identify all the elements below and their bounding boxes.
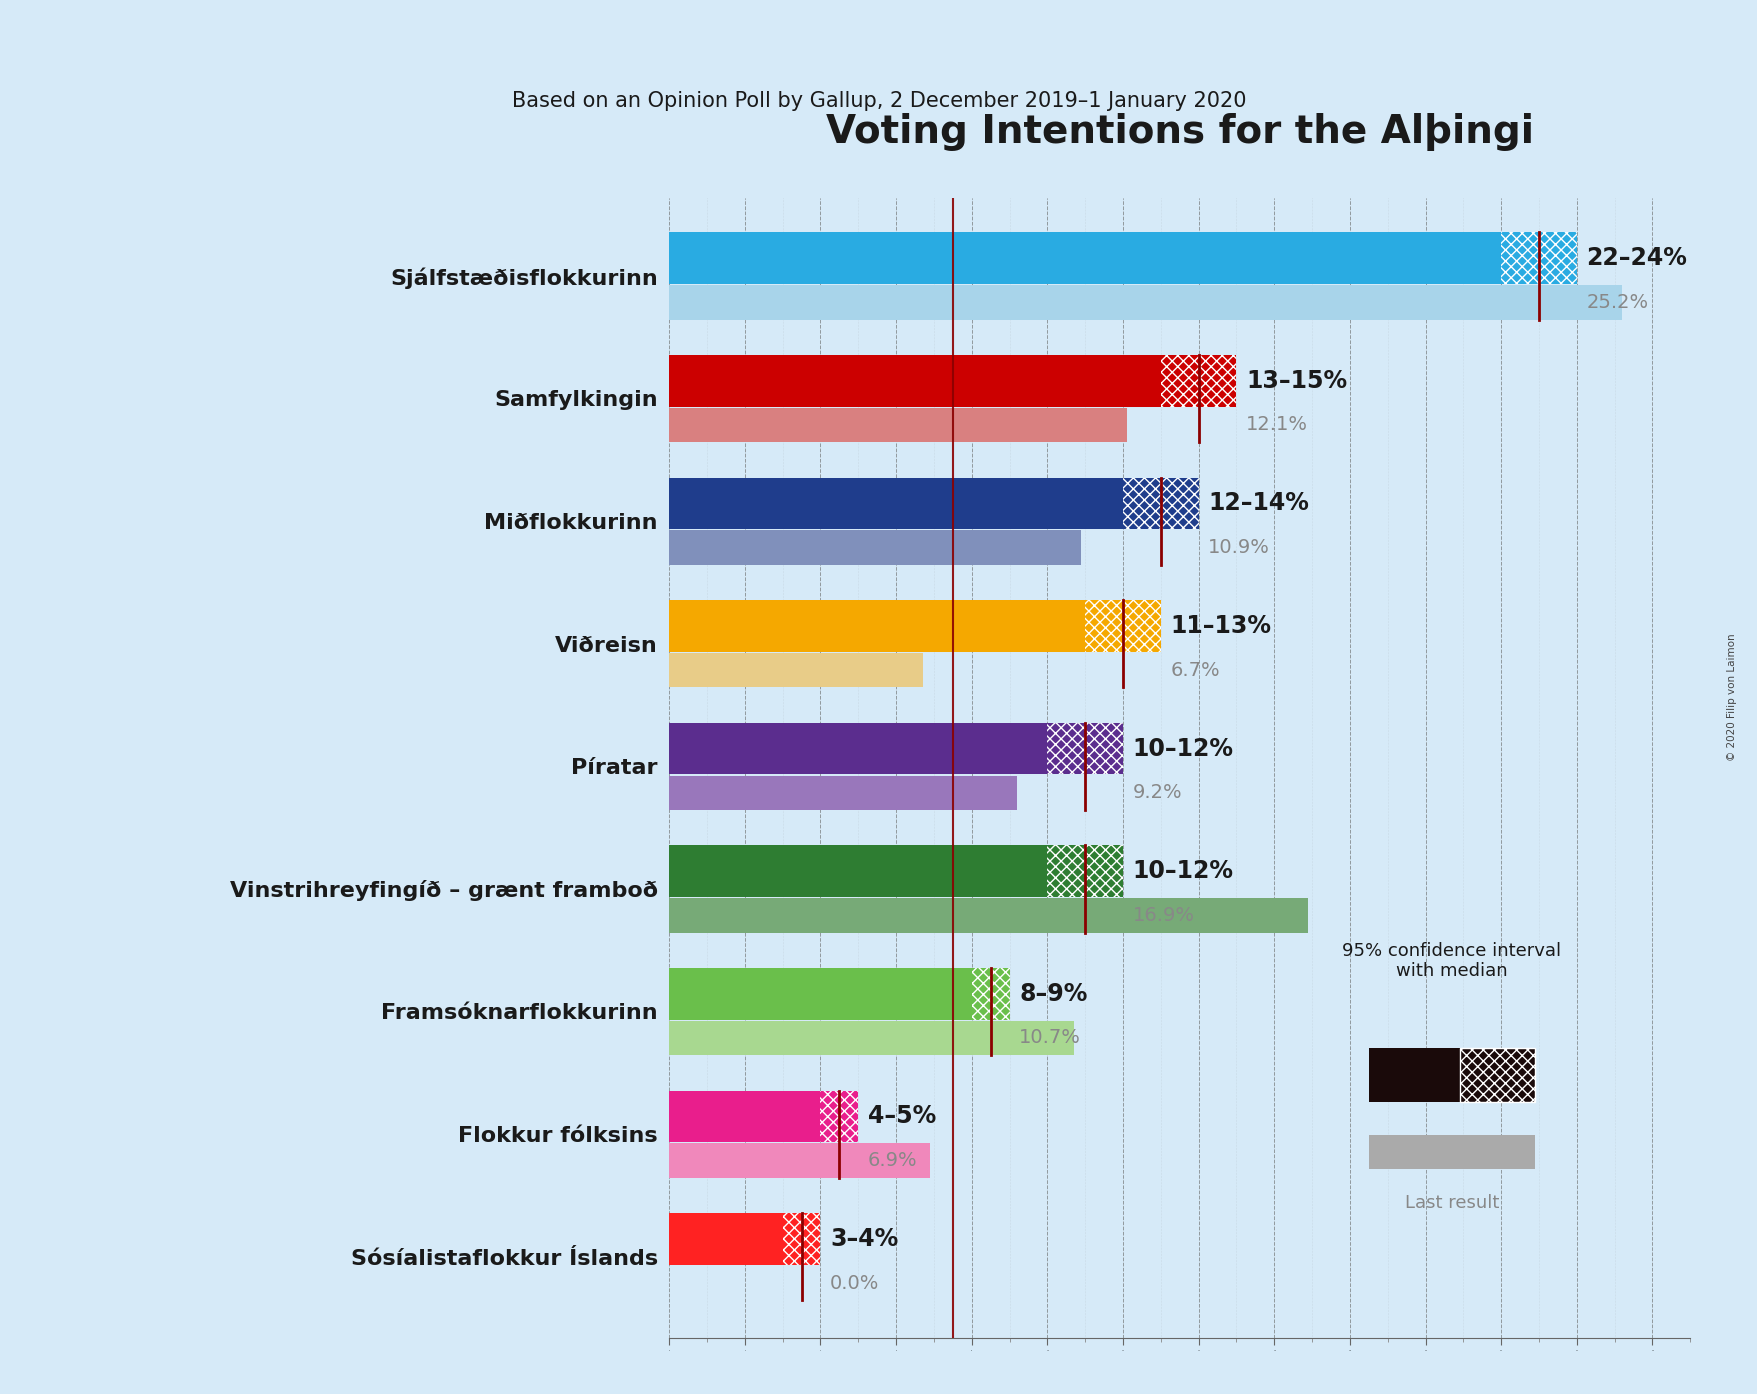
Bar	[669, 898, 1307, 933]
Bar	[669, 723, 1047, 774]
Text: 95% confidence interval
with median: 95% confidence interval with median	[1342, 941, 1560, 980]
Text: Flokkur fólksins: Flokkur fólksins	[459, 1126, 657, 1146]
Text: 9.2%: 9.2%	[1132, 783, 1181, 802]
Bar	[669, 478, 1123, 530]
Bar	[669, 1020, 1074, 1055]
Bar	[1500, 233, 1576, 284]
Bar	[669, 530, 1081, 565]
Bar	[669, 286, 1622, 319]
Text: 10–12%: 10–12%	[1132, 736, 1233, 761]
Text: Sósíalistaflokkur Íslands: Sósíalistaflokkur Íslands	[351, 1249, 657, 1269]
Bar	[669, 1090, 821, 1142]
Text: 12.1%: 12.1%	[1246, 415, 1307, 435]
Text: 16.9%: 16.9%	[1132, 906, 1193, 924]
Bar	[1369, 1048, 1458, 1101]
Text: © 2020 Filip von Laimon: © 2020 Filip von Laimon	[1725, 633, 1736, 761]
Bar	[669, 1143, 929, 1178]
Text: 13–15%: 13–15%	[1246, 369, 1346, 393]
Text: 22–24%: 22–24%	[1585, 247, 1687, 270]
Bar	[972, 967, 1009, 1019]
Bar	[669, 1213, 782, 1264]
Bar	[821, 1090, 857, 1142]
Title: Voting Intentions for the Alþingi: Voting Intentions for the Alþingi	[826, 113, 1532, 151]
Text: Based on an Opinion Poll by Gallup, 2 December 2019–1 January 2020: Based on an Opinion Poll by Gallup, 2 De…	[511, 91, 1246, 110]
Bar	[1084, 601, 1160, 652]
Bar	[669, 233, 1500, 284]
Text: Sjálfstæðisflokkurinn: Sjálfstæðisflokkurinn	[390, 268, 657, 289]
Text: 11–13%: 11–13%	[1170, 613, 1270, 638]
Text: Viðreisn: Viðreisn	[555, 636, 657, 655]
Text: 3–4%: 3–4%	[829, 1227, 898, 1250]
Text: 10.7%: 10.7%	[1019, 1029, 1081, 1047]
Text: 10–12%: 10–12%	[1132, 859, 1233, 884]
Bar	[669, 967, 972, 1019]
Bar	[1369, 1135, 1534, 1170]
Text: 6.9%: 6.9%	[868, 1151, 917, 1170]
Bar	[1458, 1048, 1534, 1101]
Bar	[1047, 846, 1123, 896]
Text: Miðflokkurinn: Miðflokkurinn	[485, 513, 657, 533]
Text: 6.7%: 6.7%	[1170, 661, 1219, 680]
Text: 8–9%: 8–9%	[1019, 981, 1088, 1006]
Bar	[1047, 723, 1123, 774]
Text: Framsóknarflokkurinn: Framsóknarflokkurinn	[381, 1004, 657, 1023]
Text: Samfylkingin: Samfylkingin	[494, 390, 657, 410]
Bar	[669, 408, 1126, 442]
Text: Last result: Last result	[1404, 1193, 1499, 1211]
Bar	[669, 355, 1160, 407]
Text: Píratar: Píratar	[571, 758, 657, 778]
Bar	[669, 846, 1047, 896]
Bar	[1123, 478, 1198, 530]
Bar	[782, 1213, 821, 1264]
Bar	[1160, 355, 1235, 407]
Text: 12–14%: 12–14%	[1207, 492, 1309, 516]
Bar	[669, 775, 1017, 810]
Text: 10.9%: 10.9%	[1207, 538, 1269, 558]
Text: Vinstrihreyfingíð – grænt framboð: Vinstrihreyfingíð – grænt framboð	[230, 881, 657, 902]
Bar	[669, 601, 1084, 652]
Text: 25.2%: 25.2%	[1585, 293, 1648, 312]
Bar	[669, 652, 922, 687]
Text: 4–5%: 4–5%	[868, 1104, 935, 1128]
Text: 0.0%: 0.0%	[829, 1274, 878, 1292]
